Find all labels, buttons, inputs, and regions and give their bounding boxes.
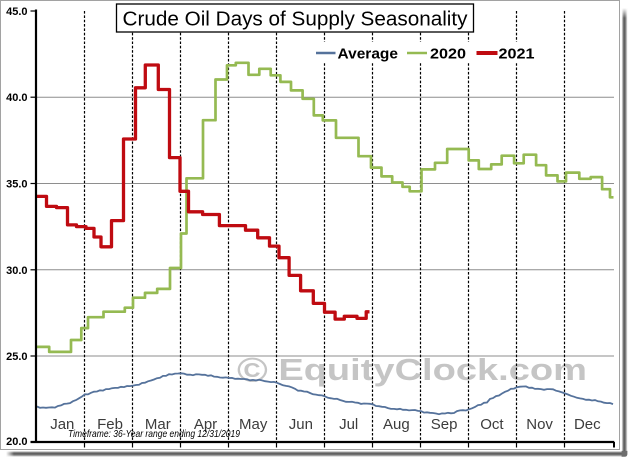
svg-text:2021: 2021 (499, 46, 535, 63)
svg-text:Jul: Jul (339, 416, 358, 433)
svg-text:Jun: Jun (289, 416, 313, 433)
svg-text:Feb: Feb (97, 416, 123, 433)
svg-text:Sep: Sep (431, 416, 458, 433)
svg-text:Nov: Nov (526, 416, 553, 433)
svg-text:Dec: Dec (574, 416, 601, 433)
svg-text:Average: Average (338, 46, 399, 63)
svg-text:Oct: Oct (480, 416, 504, 433)
svg-text:© EquityClock.com: © EquityClock.com (237, 352, 587, 390)
svg-text:Timeframe: 36-Year range endin: Timeframe: 36-Year range ending 12/31/20… (68, 428, 240, 440)
svg-text:Aug: Aug (383, 416, 410, 433)
svg-text:2020: 2020 (430, 46, 466, 63)
svg-text:20.0: 20.0 (6, 436, 27, 448)
svg-text:30.0: 30.0 (6, 265, 27, 277)
svg-text:40.0: 40.0 (6, 92, 27, 104)
svg-text:Apr: Apr (194, 416, 217, 433)
svg-text:35.0: 35.0 (6, 179, 27, 191)
svg-text:45.0: 45.0 (6, 6, 27, 18)
svg-text:25.0: 25.0 (6, 351, 27, 363)
svg-text:Mar: Mar (145, 416, 171, 433)
svg-text:May: May (239, 416, 268, 433)
svg-text:Crude Oil Days of Supply Seaso: Crude Oil Days of Supply Seasonality (123, 9, 468, 31)
svg-text:Jan: Jan (50, 416, 74, 433)
